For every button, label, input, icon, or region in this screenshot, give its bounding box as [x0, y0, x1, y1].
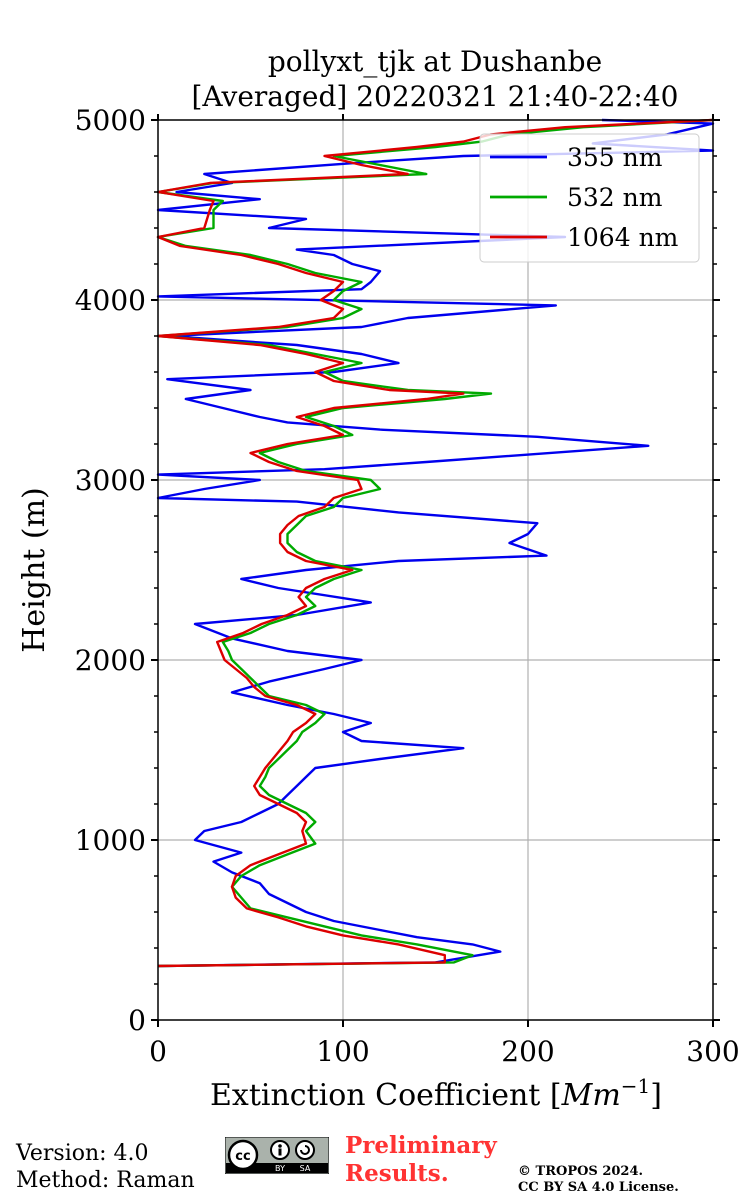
- y-tick-label: 3000: [75, 464, 146, 497]
- by-badge-text: BY: [275, 1164, 285, 1173]
- y-tick-label: 5000: [75, 104, 146, 137]
- copyright-note: © TROPOS 2024. CC BY SA 4.0 License.: [518, 1164, 679, 1196]
- method-text: Method: Raman: [16, 1168, 195, 1193]
- y-tick-label: 4000: [75, 284, 146, 317]
- legend-label: 1064 nm: [567, 223, 679, 252]
- chart-title-line2: [Averaged] 20220321 21:40-22:40: [192, 80, 679, 113]
- copyright-line2: CC BY SA 4.0 License.: [518, 1180, 679, 1195]
- legend-label: 532 nm: [567, 183, 663, 212]
- version-text: Version: 4.0: [16, 1141, 149, 1166]
- y-tick-label: 2000: [75, 644, 146, 677]
- plot-frame: [157, 119, 714, 1021]
- cc-by-sa-license-icon: cc BY SA: [225, 1137, 329, 1174]
- version-block: Version: 4.0 Method: Raman: [16, 1140, 195, 1194]
- x-tick-label: 300: [686, 1035, 739, 1068]
- legend-box: [479, 133, 700, 263]
- x-tick-label: 200: [501, 1035, 554, 1068]
- preliminary-results-note: Preliminary Results.: [345, 1132, 497, 1188]
- y-tick-label: 0: [128, 1004, 146, 1037]
- y-axis-label: Height (m): [17, 487, 52, 652]
- chart-title-line1: pollyxt_tjk at Dushanbe: [268, 45, 602, 78]
- x-axis-label: Extinction Coefficient [Mm−1]: [210, 1074, 662, 1113]
- series-line-1064-nm: [156, 118, 714, 968]
- sa-badge-text: SA: [300, 1164, 311, 1173]
- preliminary-line2: Results.: [345, 1160, 449, 1187]
- x-tick-label: 0: [149, 1035, 167, 1068]
- x-tick-label: 100: [316, 1035, 369, 1068]
- series-lines: [156, 118, 715, 968]
- legend-label: 355 nm: [567, 143, 663, 172]
- copyright-line1: © TROPOS 2024.: [518, 1164, 644, 1179]
- preliminary-line1: Preliminary: [345, 1132, 497, 1159]
- cc-badge-text: cc: [235, 1149, 250, 1164]
- series-line-532-nm: [156, 118, 714, 968]
- y-tick-label: 1000: [75, 824, 146, 857]
- legend: 355 nm 532 nm 1064 nm: [479, 133, 700, 263]
- series-line-355-nm: [156, 118, 715, 968]
